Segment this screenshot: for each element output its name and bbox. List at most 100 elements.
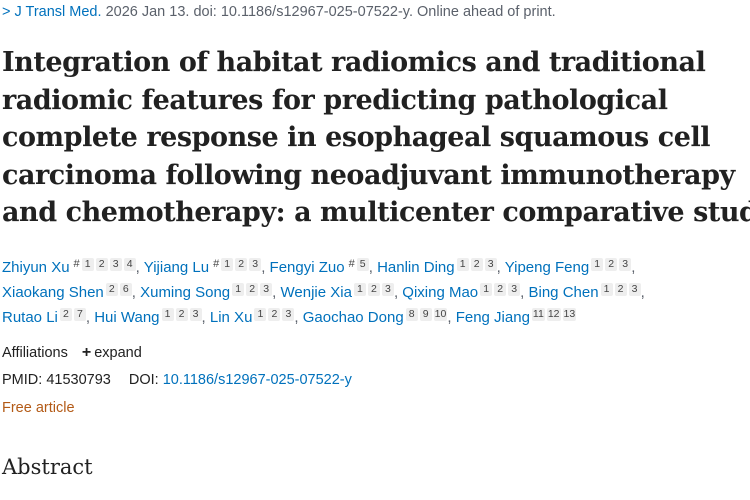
affiliation-chip[interactable]: 2 bbox=[95, 258, 108, 271]
equal-contribution-mark: # bbox=[213, 258, 220, 270]
author-link[interactable]: Xiaokang Shen bbox=[2, 284, 104, 301]
affiliation-chip[interactable]: 2 bbox=[614, 283, 627, 296]
author-item: Yipeng Feng 1 2 3 bbox=[504, 258, 632, 276]
affiliation-chip[interactable]: 11 bbox=[531, 308, 545, 321]
author-item: Wenjie Xia 1 2 3 bbox=[280, 283, 394, 301]
authors-line: Xiaokang Shen 2 6, Xuming Song 1 2 3, Wenjie … bbox=[2, 283, 645, 301]
author-link[interactable]: Lin Xu bbox=[209, 309, 253, 326]
affiliation-chip[interactable]: 3 bbox=[260, 283, 273, 296]
author-link[interactable]: Xuming Song bbox=[140, 284, 231, 301]
title-line: and chemotherapy: a multicenter comparat… bbox=[2, 197, 750, 228]
affiliation-chip[interactable]: 12 bbox=[546, 308, 561, 321]
affiliation-chip[interactable]: 13 bbox=[562, 308, 577, 321]
affiliation-chip[interactable]: 3 bbox=[249, 258, 262, 271]
citation-details: 2026 Jan 13. doi: 10.1186/s12967-025-075… bbox=[105, 4, 556, 20]
author-item: Bing Chen 1 2 3 bbox=[528, 283, 641, 301]
journal-link-arrow: > bbox=[2, 4, 15, 20]
affiliation-chip[interactable]: 1 bbox=[221, 258, 234, 271]
author-link[interactable]: Rutao Li bbox=[2, 309, 58, 326]
affiliation-chip[interactable]: 3 bbox=[381, 283, 394, 296]
affiliation-chip[interactable]: 1 bbox=[456, 258, 469, 271]
affiliation-chip[interactable]: 2 bbox=[246, 283, 259, 296]
author-item: Hui Wang 1 2 3 bbox=[94, 308, 202, 326]
author-item: Yijiang Lu #1 2 3 bbox=[143, 258, 262, 276]
affiliation-chip[interactable]: 8 bbox=[405, 308, 418, 321]
affiliation-chip[interactable]: 3 bbox=[619, 258, 632, 271]
author-link[interactable]: Hanlin Ding bbox=[377, 259, 455, 276]
title-line: radiomic features for predicting patholo… bbox=[2, 84, 668, 116]
free-article-badge: Free article bbox=[2, 400, 75, 416]
affiliation-chip[interactable]: 1 bbox=[254, 308, 267, 321]
affiliation-chip[interactable]: 2 bbox=[235, 258, 248, 271]
affiliation-chip[interactable]: 9 bbox=[419, 308, 432, 321]
affiliation-chip[interactable]: 1 bbox=[600, 283, 613, 296]
author-item: Qixing Mao 1 2 3 bbox=[402, 283, 521, 301]
affiliations-row: Affiliations + expand bbox=[2, 344, 142, 362]
affiliation-chip[interactable]: 3 bbox=[484, 258, 497, 271]
doi-link[interactable]: 10.1186/s12967-025-07522-y bbox=[162, 372, 352, 388]
expand-affiliations-button[interactable]: + expand bbox=[81, 344, 142, 361]
authors-line: Zhiyun Xu #1 2 3 4, Yijiang Lu #1 2 3, Fengyi Z… bbox=[2, 258, 636, 276]
affiliation-chip[interactable]: 3 bbox=[628, 283, 641, 296]
author-link[interactable]: Qixing Mao bbox=[402, 284, 479, 301]
journal-name: J Transl Med. bbox=[14, 4, 102, 20]
author-link[interactable]: Gaochao Dong bbox=[302, 309, 404, 326]
affiliation-chip[interactable]: 4 bbox=[123, 258, 136, 271]
affiliation-chip[interactable]: 2 bbox=[367, 283, 380, 296]
author-link[interactable]: Wenjie Xia bbox=[280, 284, 352, 301]
affiliation-chip[interactable]: 3 bbox=[109, 258, 122, 271]
affiliations-label: Affiliations bbox=[2, 345, 68, 361]
equal-contribution-mark: # bbox=[348, 258, 355, 270]
pmid-label: PMID: bbox=[2, 372, 43, 388]
author-item: Hanlin Ding 1 2 3 bbox=[377, 258, 497, 276]
author-item: Feng Jiang 11 12 13 bbox=[455, 308, 577, 326]
authors-line: Rutao Li 2 7, Hui Wang 1 2 3, Lin Xu 1 2 3, Gaoc… bbox=[2, 308, 577, 326]
affiliation-chip[interactable]: 2 bbox=[105, 283, 118, 296]
author-item: Xuming Song 1 2 3 bbox=[140, 283, 273, 301]
pmid-value: 41530793 bbox=[46, 372, 111, 388]
affiliation-chip[interactable]: 2 bbox=[268, 308, 281, 321]
author-link[interactable]: Feng Jiang bbox=[455, 309, 530, 326]
citation-line: > J Transl Med. 2026 Jan 13. doi: 10.118… bbox=[2, 4, 556, 20]
affiliation-chip[interactable]: 1 bbox=[81, 258, 94, 271]
affiliation-chip[interactable]: 3 bbox=[508, 283, 521, 296]
authors-list: Zhiyun Xu #1 2 3 4, Yijiang Lu #1 2 3, Fengyi Z… bbox=[2, 252, 748, 330]
title-line: complete response in esophageal squamous… bbox=[2, 122, 711, 153]
author-item: Fengyi Zuo #5 bbox=[269, 258, 369, 276]
journal-link[interactable]: > J Transl Med. bbox=[2, 4, 106, 20]
affiliation-chip[interactable]: 7 bbox=[73, 308, 86, 321]
author-link[interactable]: Zhiyun Xu bbox=[2, 259, 70, 276]
plus-icon: + bbox=[81, 344, 92, 361]
author-link[interactable]: Yijiang Lu bbox=[143, 259, 210, 276]
affiliation-chip[interactable]: 2 bbox=[59, 308, 72, 321]
affiliation-chip[interactable]: 6 bbox=[119, 283, 132, 296]
affiliation-chip[interactable]: 5 bbox=[356, 258, 369, 271]
affiliation-chip[interactable]: 1 bbox=[232, 283, 245, 296]
affiliation-chip[interactable]: 1 bbox=[480, 283, 493, 296]
identifiers-row: PMID: 41530793 DOI: 10.1186/s12967-025-0… bbox=[2, 372, 352, 388]
author-item: Lin Xu 1 2 3 bbox=[209, 308, 295, 326]
affiliation-chip[interactable]: 2 bbox=[470, 258, 483, 271]
author-link[interactable]: Fengyi Zuo bbox=[269, 259, 345, 276]
affiliation-chip[interactable]: 3 bbox=[189, 308, 202, 321]
author-item: Gaochao Dong 8 9 10 bbox=[302, 308, 448, 326]
affiliation-chip[interactable]: 2 bbox=[605, 258, 618, 271]
affiliation-chip[interactable]: 2 bbox=[175, 308, 188, 321]
affiliation-chip[interactable]: 3 bbox=[282, 308, 295, 321]
affiliation-chip[interactable]: 2 bbox=[494, 283, 507, 296]
affiliation-chip[interactable]: 1 bbox=[161, 308, 174, 321]
abstract-heading: Abstract bbox=[2, 455, 93, 479]
equal-contribution-mark: # bbox=[73, 258, 80, 270]
author-item: Xiaokang Shen 2 6 bbox=[2, 283, 132, 301]
article-title: Integration of habitat radiomics and tra… bbox=[2, 44, 750, 232]
affiliation-chip[interactable]: 10 bbox=[433, 308, 448, 321]
author-item: Zhiyun Xu #1 2 3 4 bbox=[2, 258, 136, 276]
affiliation-chip[interactable]: 1 bbox=[353, 283, 366, 296]
author-link[interactable]: Hui Wang bbox=[94, 309, 160, 326]
author-link[interactable]: Bing Chen bbox=[528, 284, 599, 301]
title-line: carcinoma following neoadjuvant immunoth… bbox=[2, 159, 735, 191]
author-link[interactable]: Yipeng Feng bbox=[504, 259, 590, 276]
doi-label: DOI: bbox=[128, 372, 159, 388]
affiliation-chip[interactable]: 1 bbox=[591, 258, 604, 271]
